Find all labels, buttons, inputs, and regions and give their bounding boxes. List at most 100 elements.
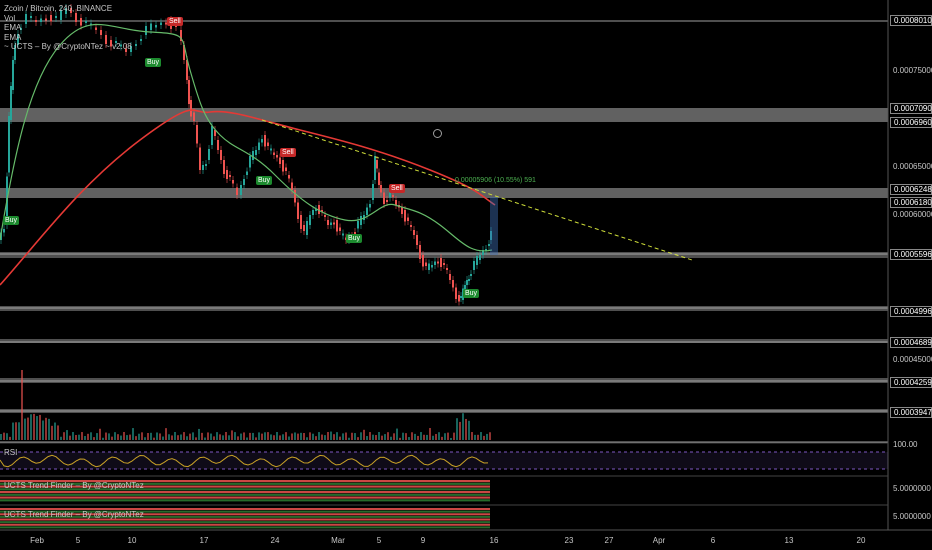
candle-body — [243, 179, 245, 185]
volume-bar — [198, 428, 200, 440]
time-axis-label: 5 — [75, 536, 81, 545]
candle-body — [422, 255, 424, 267]
candle-body — [3, 229, 5, 233]
volume-bar — [249, 432, 251, 440]
candle-body — [360, 216, 362, 225]
ucts-indicator-label[interactable]: ~ UCTS – By @CryptoNTez ~ v2.08 — [4, 42, 132, 51]
candle-body — [300, 215, 302, 229]
trend-stripe — [0, 482, 490, 485]
volume-bar — [210, 433, 212, 440]
volume-bar — [21, 370, 23, 440]
candle-body — [186, 60, 188, 80]
trend-stripe — [0, 480, 490, 483]
volume-bar — [267, 432, 269, 440]
volume-bar — [348, 437, 350, 440]
candle-body — [249, 156, 251, 168]
candle-body — [223, 160, 225, 174]
volume-bar — [78, 434, 80, 440]
volume-bar — [30, 414, 32, 440]
rsi-pane-label[interactable]: RSI — [4, 448, 18, 457]
candle-body — [85, 21, 87, 23]
volume-bar — [216, 432, 218, 440]
candle-body — [303, 225, 305, 231]
candle-body — [333, 222, 335, 225]
volume-bar — [300, 432, 302, 440]
buy-signal: Buy — [3, 216, 20, 225]
volume-bar — [150, 432, 152, 440]
volume-bar — [3, 432, 5, 440]
volume-bar — [111, 436, 113, 440]
candle-body — [372, 184, 374, 200]
volume-indicator-label[interactable]: Vol — [4, 13, 16, 23]
candle-body — [288, 175, 290, 179]
volume-bar — [24, 418, 26, 440]
candle-body — [339, 227, 341, 231]
trend-stripe — [0, 499, 490, 502]
candle-body — [110, 40, 112, 47]
volume-bar — [291, 433, 293, 440]
candle-body — [120, 44, 122, 47]
volume-bar — [402, 432, 404, 440]
candle-body — [446, 268, 448, 270]
candle-body — [490, 231, 492, 240]
volume-bar — [429, 428, 431, 440]
candle-body — [318, 205, 320, 214]
volume-bar — [411, 432, 413, 440]
candle-body — [252, 151, 254, 160]
volume-bar — [282, 434, 284, 440]
volume-bar — [177, 435, 179, 440]
clock-icon[interactable] — [433, 129, 442, 138]
trend-finder-2-label[interactable]: UCTS Trend Finder – By @CryptoNTez — [4, 510, 144, 519]
trend-stripe — [0, 510, 490, 513]
volume-bar — [237, 436, 239, 440]
candle-body — [443, 263, 445, 265]
trend-stripe — [0, 485, 490, 488]
candle-body — [468, 279, 470, 281]
volume-bar — [18, 422, 20, 440]
volume-bar — [159, 433, 161, 440]
candle-body — [105, 35, 107, 44]
price-axis-label: 100.00 — [893, 440, 918, 449]
candle-body — [395, 200, 397, 205]
volume-bar — [9, 436, 11, 440]
ema-slow-label[interactable]: EMA — [4, 32, 22, 42]
candle-body — [380, 185, 382, 193]
symbol-title[interactable]: Zcoin / Bitcoin, 240, BINANCE — [4, 4, 113, 13]
support-zone-2 — [0, 306, 888, 311]
trend-stripe — [0, 493, 490, 496]
trend-finder-1-label[interactable]: UCTS Trend Finder – By @CryptoNTez — [4, 481, 144, 490]
volume-bar — [468, 420, 470, 440]
volume-bar — [351, 432, 353, 440]
volume-bar — [393, 433, 395, 440]
volume-bar — [213, 436, 215, 440]
volume-bar — [228, 435, 230, 440]
candle-body — [214, 130, 216, 136]
rsi-line — [0, 454, 489, 468]
volume-bars — [0, 370, 491, 440]
candle-body — [193, 112, 195, 121]
candle-body — [30, 16, 32, 18]
candle-body — [321, 210, 323, 212]
candle-body — [383, 192, 385, 204]
volume-bar — [390, 436, 392, 440]
candle-body — [258, 142, 260, 150]
volume-bar — [225, 432, 227, 440]
volume-bar — [480, 432, 482, 440]
volume-bar — [324, 435, 326, 440]
candle-body — [20, 28, 22, 30]
candle-body — [306, 221, 308, 235]
volume-bar — [450, 437, 452, 440]
candle-body — [12, 60, 14, 90]
candle-body — [434, 261, 436, 265]
ema-fast-label[interactable]: EMA — [4, 23, 22, 32]
volume-bar — [51, 425, 53, 440]
candle-body — [125, 48, 127, 52]
volume-bar — [273, 435, 275, 440]
volume-bar — [453, 432, 455, 440]
volume-bar — [33, 413, 35, 440]
volume-bar — [162, 436, 164, 440]
volume-bar — [252, 432, 254, 440]
candle-body — [479, 255, 481, 260]
trend-stripe — [0, 518, 490, 521]
